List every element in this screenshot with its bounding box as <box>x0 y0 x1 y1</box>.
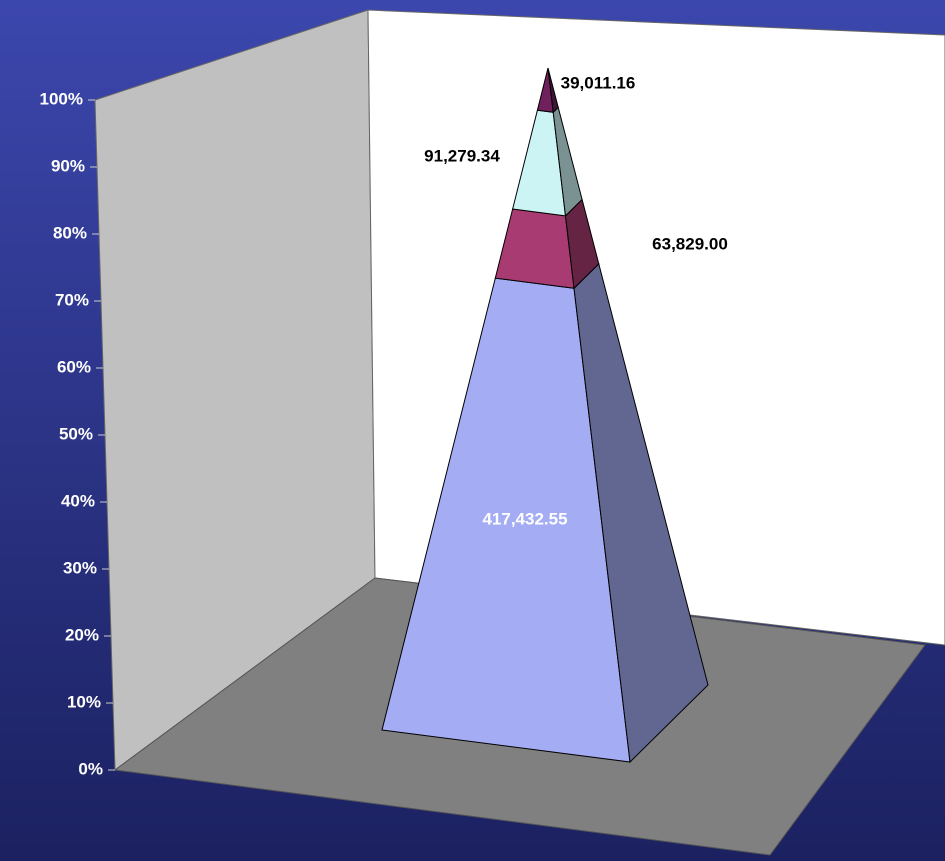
y-tick-label: 10% <box>67 692 101 711</box>
y-tick-label: 20% <box>65 625 99 644</box>
y-tick-label: 60% <box>57 357 91 376</box>
y-tick-label: 40% <box>61 491 95 510</box>
y-tick-label: 80% <box>53 223 87 242</box>
y-tick-label: 90% <box>51 156 85 175</box>
value-label: 417,432.55 <box>482 509 567 528</box>
y-tick-label: 0% <box>78 759 103 778</box>
pyramid-side <box>547 67 559 114</box>
y-tick-label: 30% <box>63 558 97 577</box>
y-tick-label: 50% <box>59 424 93 443</box>
value-label: 39,011.16 <box>561 73 636 92</box>
value-label: 63,829.00 <box>652 234 728 253</box>
value-label: 91,279.34 <box>424 146 500 165</box>
y-tick-label: 100% <box>40 89 83 108</box>
y-tick-label: 70% <box>55 290 89 309</box>
